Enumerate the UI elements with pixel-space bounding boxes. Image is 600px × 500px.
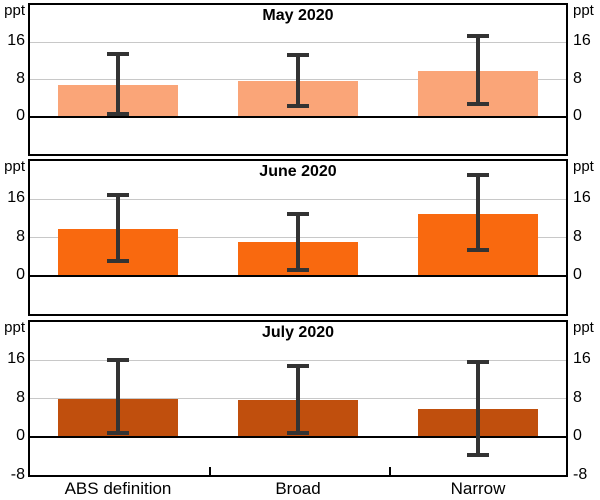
error-bar-narrow <box>476 362 480 456</box>
error-bar-abs-definition <box>116 54 120 114</box>
category-label-broad: Broad <box>275 479 321 498</box>
axis-unit-label-right: ppt <box>573 319 594 336</box>
panel-title-july-2020: July 2020 <box>261 324 335 341</box>
error-cap-high-abs-definition <box>107 193 129 198</box>
ytick-label-left-8: 8 <box>16 69 25 87</box>
ytick-label-right-8: 8 <box>573 227 582 245</box>
error-cap-low-broad <box>287 431 309 436</box>
ytick-label-right-0: 0 <box>573 265 582 283</box>
chart-panel-july-2020 <box>28 320 568 477</box>
ytick-label-left-0: 0 <box>16 106 25 124</box>
ytick-label-right-16: 16 <box>573 189 591 207</box>
axis-unit-label-right: ppt <box>573 2 594 19</box>
error-cap-low-abs-definition <box>107 258 129 263</box>
error-cap-high-narrow <box>467 34 489 39</box>
category-label-narrow: Narrow <box>450 479 506 498</box>
zero-line <box>30 274 566 277</box>
error-bar-abs-definition <box>116 195 120 261</box>
ytick-label-right-8: 8 <box>573 388 582 406</box>
error-bar-broad <box>296 365 300 434</box>
zero-line <box>30 435 566 438</box>
ytick-label-right-8: 8 <box>573 69 582 87</box>
gridline-16 <box>30 41 566 43</box>
ytick-label-right-16: 16 <box>573 32 591 50</box>
error-cap-high-narrow <box>467 173 489 178</box>
ytick-label-left-16: 16 <box>7 350 25 368</box>
error-cap-low-abs-definition <box>107 431 129 436</box>
panel-title-may-2020: May 2020 <box>262 7 334 24</box>
error-cap-low-narrow <box>467 247 489 252</box>
axis-unit-label-left: ppt <box>4 158 25 175</box>
gridline-16 <box>30 359 566 361</box>
error-bar-broad <box>296 213 300 270</box>
ytick-label-left-16: 16 <box>7 32 25 50</box>
ytick-label-right-neg8: -8 <box>573 466 588 483</box>
error-cap-high-broad <box>287 211 309 216</box>
error-bar-broad <box>296 54 300 107</box>
gridline-16 <box>30 198 566 200</box>
ytick-label-right-0: 0 <box>573 426 582 444</box>
error-cap-low-narrow <box>467 453 489 458</box>
error-cap-high-abs-definition <box>107 52 129 57</box>
ytick-label-right-16: 16 <box>573 350 591 368</box>
chart-panel-may-2020 <box>28 3 568 156</box>
zero-line <box>30 115 566 118</box>
error-cap-low-narrow <box>467 102 489 107</box>
category-label-abs-definition: ABS definition <box>64 479 172 498</box>
ytick-label-right-0: 0 <box>573 106 582 124</box>
error-bar-abs-definition <box>116 360 120 434</box>
error-cap-high-broad <box>287 52 309 57</box>
x-axis-tick <box>389 467 391 475</box>
ytick-label-left-neg8: -8 <box>10 466 25 483</box>
ytick-label-left-0: 0 <box>16 426 25 444</box>
ytick-label-left-16: 16 <box>7 189 25 207</box>
axis-unit-label-left: ppt <box>4 2 25 19</box>
error-cap-low-abs-definition <box>107 111 129 116</box>
error-cap-low-broad <box>287 104 309 109</box>
error-cap-high-narrow <box>467 360 489 365</box>
error-cap-high-abs-definition <box>107 358 129 363</box>
error-bar-narrow <box>476 175 480 250</box>
x-axis-tick <box>209 467 211 475</box>
ytick-label-left-8: 8 <box>16 227 25 245</box>
ytick-label-left-8: 8 <box>16 388 25 406</box>
error-cap-high-broad <box>287 363 309 368</box>
error-bar-narrow <box>476 36 480 105</box>
panel-title-june-2020: June 2020 <box>259 163 337 180</box>
axis-unit-label-left: ppt <box>4 319 25 336</box>
chart-panel-june-2020 <box>28 159 568 316</box>
axis-unit-label-right: ppt <box>573 158 594 175</box>
error-cap-low-broad <box>287 268 309 272</box>
ytick-label-left-0: 0 <box>16 265 25 283</box>
